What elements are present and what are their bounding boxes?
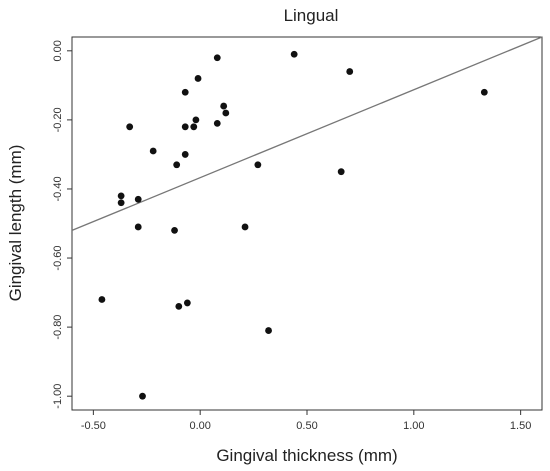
data-point bbox=[117, 199, 125, 207]
chart-title: Lingual bbox=[284, 6, 339, 25]
y-axis: 0.00 -0.20 -0.40 -0.60 -0.80 -1.00 bbox=[52, 40, 72, 409]
x-axis-label: Gingival thickness (mm) bbox=[216, 446, 397, 465]
data-point bbox=[346, 68, 354, 75]
data-point bbox=[175, 302, 183, 310]
y-tick-label: -1.00 bbox=[52, 384, 64, 409]
x-tick-label: -0.50 bbox=[81, 420, 106, 432]
data-point bbox=[254, 161, 262, 169]
data-point bbox=[265, 327, 272, 334]
y-tick-label: -0.80 bbox=[52, 315, 64, 340]
fit-line-layer bbox=[71, 36, 543, 232]
data-point bbox=[213, 54, 221, 62]
data-point bbox=[117, 192, 125, 200]
x-tick-label: 1.50 bbox=[510, 420, 531, 432]
y-tick-label: -0.20 bbox=[52, 107, 64, 132]
data-point bbox=[337, 168, 345, 176]
x-tick-label: 1.00 bbox=[403, 420, 424, 432]
plot-area bbox=[71, 36, 543, 411]
data-point bbox=[139, 392, 146, 400]
data-point bbox=[480, 88, 488, 96]
data-point bbox=[220, 102, 228, 110]
data-point bbox=[194, 75, 202, 82]
data-point bbox=[126, 123, 134, 131]
data-point bbox=[181, 123, 189, 131]
fit-line bbox=[71, 36, 543, 232]
data-point bbox=[173, 161, 181, 169]
data-point bbox=[183, 299, 191, 307]
points-layer bbox=[98, 50, 488, 400]
y-tick-label: -0.60 bbox=[52, 245, 64, 270]
data-point bbox=[241, 223, 249, 231]
data-point bbox=[171, 227, 178, 234]
y-tick-label: 0.00 bbox=[52, 40, 64, 61]
data-point bbox=[134, 195, 142, 203]
x-axis: -0.50 0.00 0.50 1.00 1.50 bbox=[81, 410, 531, 432]
data-point bbox=[190, 123, 198, 131]
data-point bbox=[181, 151, 189, 158]
y-axis-label: Gingival length (mm) bbox=[6, 145, 25, 302]
data-point bbox=[222, 109, 230, 117]
x-tick-label: 0.50 bbox=[296, 420, 317, 432]
data-point bbox=[192, 116, 200, 124]
data-point bbox=[290, 50, 298, 58]
data-point bbox=[134, 223, 142, 231]
data-point bbox=[98, 296, 106, 303]
data-point bbox=[181, 88, 189, 96]
plot-frame bbox=[71, 36, 543, 411]
x-tick-label: 0.00 bbox=[189, 420, 210, 432]
y-tick-label: -0.40 bbox=[52, 176, 64, 201]
data-point bbox=[149, 147, 157, 155]
data-point bbox=[213, 119, 221, 127]
